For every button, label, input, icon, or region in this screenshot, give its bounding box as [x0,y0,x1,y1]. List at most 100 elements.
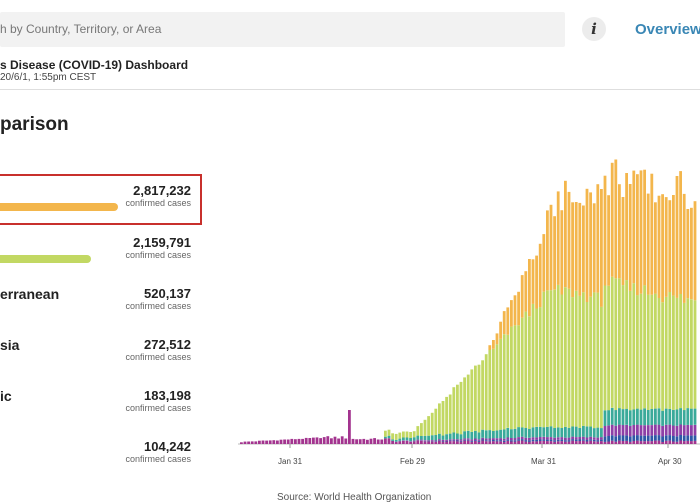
bar-segment [643,441,646,444]
bar-segment [650,295,653,409]
bar-segment [420,436,423,440]
bar-segment [406,441,409,444]
bar-segment [582,426,585,437]
bar-segment [640,170,643,293]
bar-segment [622,425,625,436]
bar-segment [611,425,614,436]
bar-segment [481,438,484,440]
bar-segment [517,441,520,444]
bar-segment [445,397,448,434]
bar-segment [560,437,563,440]
bars-group [240,160,696,445]
bar-segment [650,409,653,425]
bar-segment [460,382,463,434]
bar-segment [503,430,506,439]
bar-segment [348,410,351,444]
bar-segment [424,441,427,444]
bar-segment [575,202,578,291]
bar-segment [503,439,506,441]
bar-segment [276,441,279,445]
bar-segment [510,440,513,441]
bar-segment [640,410,643,426]
bar-segment [496,438,499,440]
bar-segment [499,441,502,444]
bar-segment [672,426,675,437]
bar-segment [668,292,671,409]
bar-segment [622,285,625,409]
bar-segment [395,434,398,440]
bar-segment [514,438,517,440]
bar-segment [542,292,545,428]
bar-segment [445,434,448,440]
bar-segment [517,439,520,440]
bar-segment [578,428,581,437]
bar-segment [668,409,671,425]
tick-marks [290,444,668,448]
bar-segment [388,436,391,439]
bar-segment [668,425,671,436]
bar-segment [449,441,452,444]
bar-segment [600,437,603,440]
bar-segment [488,439,491,441]
bar-segment [632,436,635,442]
bar-segment [344,439,347,445]
bar-segment [679,171,682,294]
bar-segment [308,438,311,444]
bar-segment [694,425,697,436]
bar-segment [521,437,524,439]
bar-segment [596,293,599,428]
bar-segment [377,440,380,445]
bar-segment [622,436,625,442]
bar-segment [456,441,459,442]
bar-segment [683,436,686,442]
x-tick-label: Apr 30 [658,457,682,466]
bar-segment [550,441,553,444]
bar-segment [596,442,599,444]
bar-segment [694,435,697,441]
bar-segment [611,435,614,441]
bar-segment [398,441,401,444]
bar-segment [676,426,679,437]
bar-segment [409,442,412,444]
bar-segment [593,441,596,444]
bar-segment [492,340,495,349]
bar-segment [578,296,581,428]
bar-segment [510,327,513,430]
bar-segment [625,435,628,441]
bar-segment [571,297,574,426]
bar-segment [424,420,427,436]
bar-segment [384,438,387,444]
bar-segment [488,430,491,438]
bar-segment [496,430,499,438]
bar-segment [589,441,592,444]
bar-segment [524,438,527,440]
bar-segment [470,369,473,432]
bar-segment [456,439,459,440]
bar-segment [409,438,412,441]
bar-segment [514,442,517,444]
bar-segment [416,436,419,440]
bar-segment [643,408,646,425]
bar-segment [262,441,265,445]
bar-segment [503,441,506,442]
bar-segment [467,431,470,439]
bar-segment [463,438,466,439]
bar-segment [607,436,610,442]
bar-segment [528,316,531,429]
bar-segment [625,441,628,444]
bar-segment [618,278,621,408]
bar-segment [402,438,405,441]
bar-segment [683,194,686,303]
bar-segment [629,436,632,442]
bar-segment [589,297,592,427]
bar-segment [589,437,592,440]
bar-segment [337,439,340,445]
bar-segment [614,278,617,410]
bar-segment [330,438,333,444]
bar-segment [521,427,524,436]
bar-segment [506,307,509,334]
bar-segment [686,209,689,298]
bar-segment [582,437,585,440]
bar-segment [427,436,430,441]
